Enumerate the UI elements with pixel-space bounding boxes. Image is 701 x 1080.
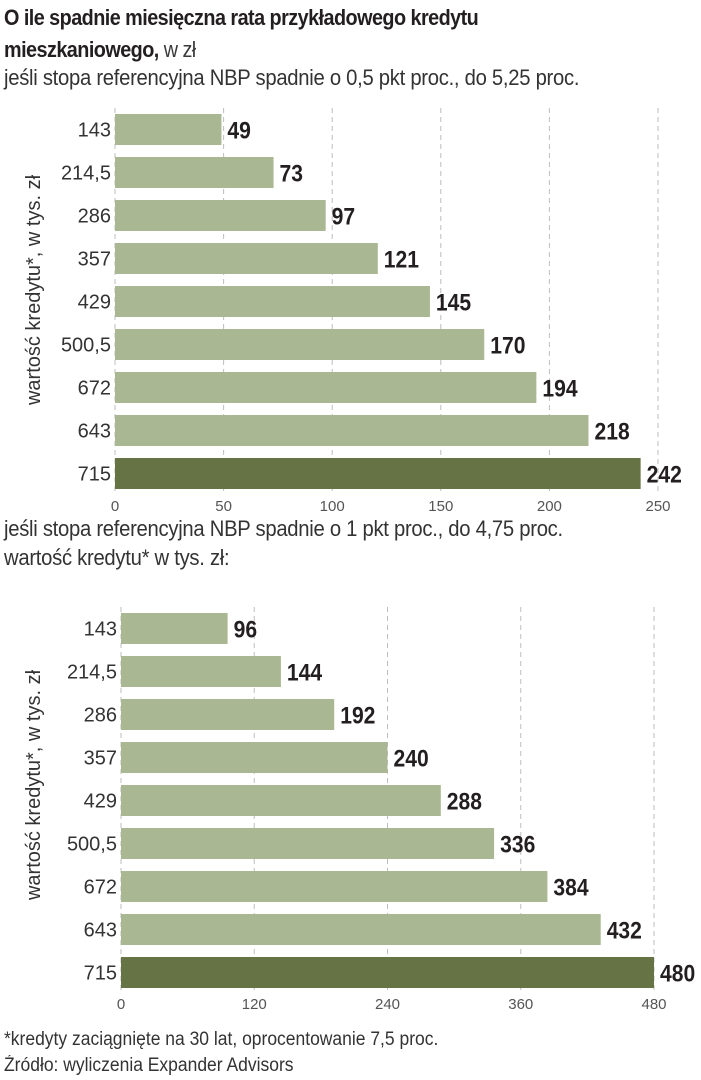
x-tick-label: 240 [375, 996, 400, 1013]
bar [115, 372, 537, 403]
category-label: 672 [78, 378, 111, 400]
value-label: 480 [660, 960, 695, 987]
x-tick-label: 120 [242, 996, 267, 1013]
bar [121, 656, 281, 687]
chart1-subtitle: jeśli stopa referencyjna NBP spadnie o 0… [4, 65, 580, 90]
category-label: 286 [78, 206, 111, 228]
category-label: 286 [84, 705, 117, 727]
chart2: 0 120 240 360 480 143 96 214,5 144 286 192 357 240 42… [23, 607, 695, 1013]
bar [121, 957, 654, 988]
bar [115, 157, 274, 188]
category-label: 357 [78, 249, 111, 271]
footnote: *kredyty zaciągnięte na 30 lat, oprocent… [4, 1029, 439, 1050]
value-label: 194 [542, 375, 578, 402]
bar [121, 785, 441, 816]
bar [121, 613, 228, 644]
bar [121, 828, 495, 859]
chart2-subtitle: jeśli stopa referencyjna NBP spadnie o 1… [4, 516, 563, 541]
chart1: 0 50 100 150 200 250 143 49 214,5 73 286 97 357 121 42… [23, 108, 682, 515]
bar [121, 914, 601, 945]
value-label: 145 [436, 289, 471, 316]
value-label: 218 [594, 418, 629, 445]
title-bold: O ile spadnie miesięczna rata przykładow… [4, 5, 479, 62]
category-label: 143 [84, 619, 117, 641]
bar [115, 458, 641, 489]
value-label: 121 [384, 246, 419, 273]
category-label: 643 [78, 421, 111, 443]
x-tick-label: 250 [645, 498, 670, 515]
category-label: 429 [84, 791, 117, 813]
bar [115, 286, 430, 317]
x-tick-label: 0 [117, 996, 125, 1013]
chart-title: O ile spadnie miesięczna rata przykładow… [4, 2, 625, 66]
category-label: 672 [84, 877, 117, 899]
x-tick-label: 150 [428, 498, 453, 515]
value-label: 336 [500, 831, 535, 858]
value-label: 144 [287, 659, 323, 686]
x-tick-label: 50 [215, 498, 232, 515]
bar [121, 742, 388, 773]
value-label: 242 [647, 461, 682, 488]
value-label: 73 [280, 160, 303, 187]
x-tick-label: 100 [320, 498, 345, 515]
category-label: 429 [78, 292, 111, 314]
chart2-subtitle-unit: wartość kredytu* w tys. zł: [4, 545, 230, 570]
bar [115, 200, 326, 231]
bar [115, 114, 222, 145]
value-label: 432 [607, 917, 642, 944]
bar [121, 871, 548, 902]
category-label: 715 [78, 464, 111, 486]
y-axis-label: wartość kredytu*, w tys. zł [23, 669, 45, 901]
category-label: 500,5 [61, 335, 111, 357]
y-axis-label: wartość kredytu*, w tys. zł [23, 174, 45, 406]
value-label: 96 [234, 616, 257, 643]
category-label: 643 [84, 920, 117, 942]
category-label: 357 [84, 748, 117, 770]
bar [115, 415, 589, 446]
value-label: 192 [340, 702, 375, 729]
value-label: 384 [553, 874, 589, 901]
x-tick-label: 480 [641, 996, 666, 1013]
x-tick-label: 200 [537, 498, 562, 515]
value-label: 240 [393, 745, 428, 772]
category-label: 143 [78, 120, 111, 142]
bar [115, 329, 485, 360]
bar [121, 699, 335, 730]
x-tick-label: 360 [508, 996, 533, 1013]
value-label: 288 [447, 788, 482, 815]
x-tick-label: 0 [111, 498, 119, 515]
value-label: 170 [490, 332, 525, 359]
value-label: 49 [227, 117, 250, 144]
category-label: 214,5 [67, 662, 117, 684]
source-note: Źródło: wyliczenia Expander Advisors [4, 1055, 294, 1076]
value-label: 97 [332, 203, 355, 230]
title-unit: w zł [158, 37, 197, 62]
category-label: 715 [84, 963, 117, 985]
category-label: 214,5 [61, 163, 111, 185]
bar [115, 243, 378, 274]
category-label: 500,5 [67, 834, 117, 856]
